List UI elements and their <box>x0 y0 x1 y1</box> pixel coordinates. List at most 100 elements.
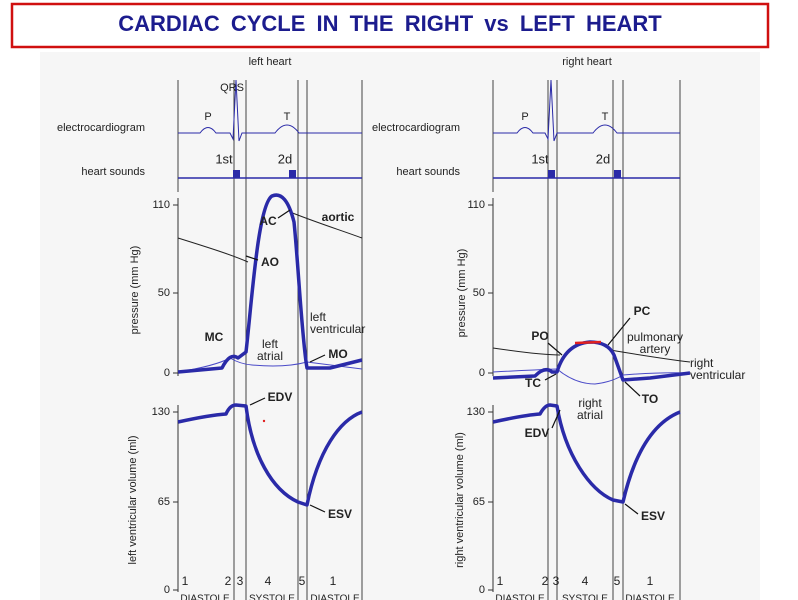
ecg-label: T <box>284 111 291 123</box>
annotation: artery <box>640 342 671 356</box>
heart-sound <box>548 170 555 178</box>
axis-title: right ventricular volume (ml) <box>454 432 466 568</box>
tick-label: 50 <box>158 287 170 299</box>
tick-label: 0 <box>479 367 485 379</box>
ecg-trace <box>493 79 680 142</box>
annotation-arrow <box>624 503 639 515</box>
atrial-pressure <box>492 368 691 385</box>
tick-label: 0 <box>479 584 485 596</box>
annotation-arrow <box>624 381 641 397</box>
axis-title: pressure (mm Hg) <box>456 249 468 338</box>
annotation: PO <box>531 329 548 343</box>
phase-name: SYSTOLE <box>562 594 608 600</box>
annotation: pulmonary <box>627 330 683 344</box>
annotation: atrial <box>257 349 283 363</box>
phase-number: 2 <box>225 574 232 588</box>
annotation: TC <box>525 376 541 390</box>
phase-number: 4 <box>265 574 272 588</box>
tick-label: 65 <box>473 496 485 508</box>
phase-number: 1 <box>330 574 337 588</box>
title-box <box>10 2 770 49</box>
row-label: heart sounds <box>396 166 460 178</box>
annotation: ESV <box>641 509 665 523</box>
heart-sound <box>614 170 621 178</box>
annotation-arrow <box>547 342 563 356</box>
annotation: EDV <box>525 426 550 440</box>
phase-number: 5 <box>299 574 306 588</box>
phase-number: 1 <box>182 574 189 588</box>
ecg-label: P <box>521 111 528 123</box>
phase-number: 3 <box>237 574 244 588</box>
tick-label: 110 <box>152 199 170 211</box>
annotation: right <box>578 396 602 410</box>
annotation: EDV <box>268 390 293 404</box>
row-label: heart sounds <box>81 166 145 178</box>
phase-name: SYSTOLE <box>249 594 295 600</box>
arterial-pressure <box>609 349 691 363</box>
ventricular-pressure <box>177 193 363 374</box>
arterial-pressure <box>289 211 363 239</box>
phase-name: DIASTOLE <box>180 594 230 600</box>
tick-label: 110 <box>467 199 485 211</box>
row-label: electrocardiogram <box>57 122 145 134</box>
annotation-arrow <box>245 255 259 261</box>
phase-number: 2 <box>542 574 549 588</box>
title: CARDIAC CYCLE IN THE RIGHT vs LEFT HEART <box>118 11 662 36</box>
phase-number: 1 <box>497 574 504 588</box>
annotation: AC <box>259 214 277 228</box>
annotation: PC <box>634 304 651 318</box>
phase-name: DIASTOLE <box>310 594 360 600</box>
ventricular-pressure <box>492 340 691 382</box>
annotation-arrow <box>551 409 561 429</box>
ecg-label: T <box>602 111 609 123</box>
annotation: MC <box>205 330 224 344</box>
ecg-label: QRS <box>220 82 244 94</box>
annotation: left <box>310 310 327 324</box>
tick-label: 50 <box>473 287 485 299</box>
annotation-arrow <box>309 504 326 513</box>
sound-label: 2d <box>278 151 292 166</box>
heart-sound <box>289 170 296 178</box>
tick-label: 0 <box>164 367 170 379</box>
row-label: electrocardiogram <box>372 122 460 134</box>
axis-title: pressure (mm Hg) <box>129 246 141 335</box>
annotation: ventricular <box>310 322 365 336</box>
annotation: aortic <box>322 210 355 224</box>
annotation: ventricular <box>690 368 745 382</box>
phase-number: 3 <box>553 574 560 588</box>
ecg-trace <box>178 79 362 142</box>
ventricular-volume <box>492 403 681 504</box>
ventricular-volume <box>177 403 363 507</box>
phase-number: 5 <box>614 574 621 588</box>
panel-heading: right heart <box>562 56 612 68</box>
stray-dot <box>262 419 266 423</box>
tick-label: 65 <box>158 496 170 508</box>
tick-label: 130 <box>152 406 170 418</box>
panel-heading: left heart <box>249 56 292 68</box>
annotation-arrow <box>607 317 631 346</box>
annotation: MO <box>328 347 347 361</box>
annotation-arrow <box>249 397 266 406</box>
pressure-highlight <box>574 340 602 345</box>
annotation: TO <box>642 392 658 406</box>
panel: right heart electrocardiogram heart sounds… <box>372 56 745 600</box>
sound-label: 2d <box>596 151 610 166</box>
phase-number: 4 <box>582 574 589 588</box>
axis-title: left ventricular volume (ml) <box>127 436 139 565</box>
arterial-pressure <box>492 347 561 356</box>
sound-label: 1st <box>215 151 233 166</box>
heart-sound <box>233 170 240 178</box>
annotation: right <box>690 356 714 370</box>
annotation-arrow <box>309 354 326 363</box>
annotation: AO <box>261 255 279 269</box>
annotation-arrow <box>544 373 557 381</box>
panel: left heart electrocardiogram heart sounds P… <box>57 56 365 600</box>
annotation: ESV <box>328 507 352 521</box>
phase-name: DIASTOLE <box>625 594 675 600</box>
phase-number: 1 <box>647 574 654 588</box>
tick-label: 0 <box>164 584 170 596</box>
annotation: left <box>262 337 279 351</box>
phase-name: DIASTOLE <box>495 594 545 600</box>
annotation-arrow <box>277 209 291 219</box>
